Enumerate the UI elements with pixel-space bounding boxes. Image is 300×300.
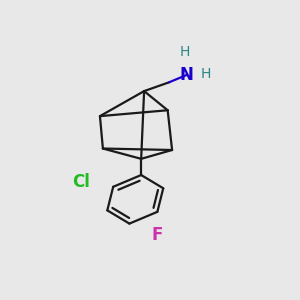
Text: H: H (180, 45, 190, 59)
Text: Cl: Cl (72, 172, 90, 190)
Text: H: H (201, 67, 211, 81)
Text: N: N (180, 66, 194, 84)
Text: F: F (152, 226, 163, 244)
